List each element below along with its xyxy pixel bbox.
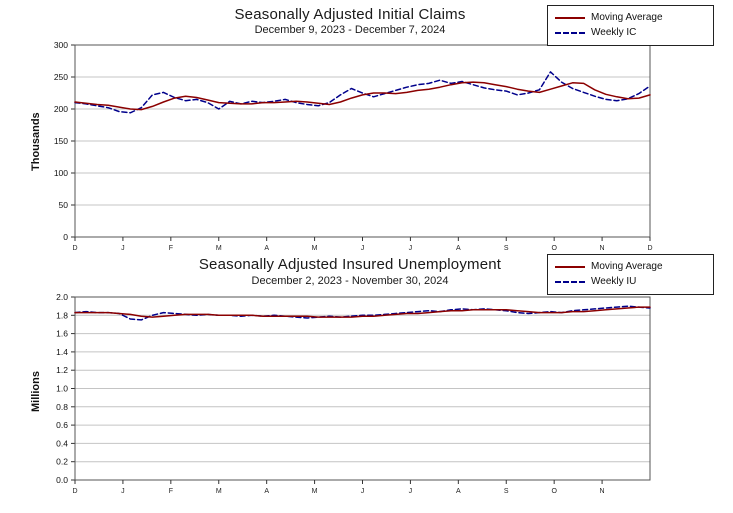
svg-text:S: S	[504, 245, 509, 252]
svg-text:A: A	[456, 245, 461, 252]
svg-text:1.0: 1.0	[56, 384, 68, 394]
svg-text:A: A	[264, 245, 269, 252]
legend-item-weekly-ic: Weekly IC	[555, 25, 706, 40]
legend-item-weekly-iu: Weekly IU	[555, 274, 706, 289]
legend-item-moving-average: Moving Average	[555, 10, 706, 25]
insured-unemployment-title: Seasonally Adjusted Insured Unemployment	[198, 256, 502, 273]
svg-text:0.0: 0.0	[56, 475, 68, 485]
svg-text:J: J	[121, 488, 125, 495]
svg-text:50: 50	[59, 200, 69, 210]
moving-average-line-swatch	[555, 16, 585, 19]
svg-text:200: 200	[54, 104, 68, 114]
svg-text:A: A	[456, 488, 461, 495]
svg-text:J: J	[361, 245, 365, 252]
svg-text:O: O	[551, 245, 557, 252]
svg-text:1.8: 1.8	[56, 310, 68, 320]
initial-claims-chart: Seasonally Adjusted Initial Claims Decem…	[0, 0, 733, 252]
svg-text:150: 150	[54, 136, 68, 146]
svg-text:D: D	[647, 245, 652, 252]
legend-label-moving-average: Moving Average	[591, 12, 663, 23]
svg-text:M: M	[312, 488, 318, 495]
initial-claims-legend: Moving Average Weekly IC	[547, 5, 714, 46]
insured-unemployment-legend: Moving Average Weekly IU	[547, 254, 714, 295]
svg-text:M: M	[216, 488, 222, 495]
svg-text:F: F	[169, 245, 173, 252]
svg-text:0.8: 0.8	[56, 402, 68, 412]
svg-text:D: D	[72, 488, 77, 495]
svg-text:0.4: 0.4	[56, 438, 68, 448]
weekly-ic-line-swatch	[555, 31, 585, 34]
svg-text:D: D	[72, 245, 77, 252]
legend-label-weekly-iu: Weekly IU	[591, 276, 637, 287]
svg-text:1.4: 1.4	[56, 347, 68, 357]
svg-text:J: J	[409, 488, 413, 495]
legend-label-weekly-ic: Weekly IC	[591, 27, 637, 38]
svg-text:250: 250	[54, 72, 68, 82]
moving-average-line-swatch	[555, 265, 585, 268]
svg-text:1.6: 1.6	[56, 329, 68, 339]
initial-claims-title: Seasonally Adjusted Initial Claims	[234, 6, 466, 23]
svg-text:0: 0	[63, 232, 68, 242]
svg-text:F: F	[169, 488, 173, 495]
svg-text:N: N	[600, 488, 605, 495]
svg-text:0.2: 0.2	[56, 457, 68, 467]
svg-text:0.6: 0.6	[56, 420, 68, 430]
insured-unemployment-plot: 0.0 0.2 0.4 0.6 0.8 1.0 1.2 1.4 1.6 1.8 2.0 D J F M A M J…	[56, 292, 651, 495]
legend-label-moving-average: Moving Average	[591, 261, 663, 272]
weekly-iu-line-swatch	[555, 280, 585, 283]
svg-text:M: M	[312, 245, 318, 252]
svg-text:O: O	[551, 488, 557, 495]
insured-unemployment-subtitle: December 2, 2023 - November 30, 2024	[251, 275, 449, 287]
initial-claims-plot: 0 50 100 150 200 250 300 D J F M A M J J A S O N D	[54, 40, 653, 252]
svg-text:2.0: 2.0	[56, 292, 68, 302]
svg-text:N: N	[600, 245, 605, 252]
svg-text:1.2: 1.2	[56, 365, 68, 375]
svg-text:M: M	[216, 245, 222, 252]
initial-claims-subtitle: December 9, 2023 - December 7, 2024	[254, 24, 446, 36]
svg-text:100: 100	[54, 168, 68, 178]
svg-text:A: A	[264, 488, 269, 495]
svg-text:J: J	[409, 245, 413, 252]
svg-text:J: J	[121, 245, 125, 252]
svg-text:J: J	[361, 488, 365, 495]
svg-text:300: 300	[54, 40, 68, 50]
insured-unemployment-chart: Seasonally Adjusted Insured Unemployment…	[0, 248, 733, 513]
svg-text:S: S	[504, 488, 509, 495]
legend-item-moving-average: Moving Average	[555, 259, 706, 274]
